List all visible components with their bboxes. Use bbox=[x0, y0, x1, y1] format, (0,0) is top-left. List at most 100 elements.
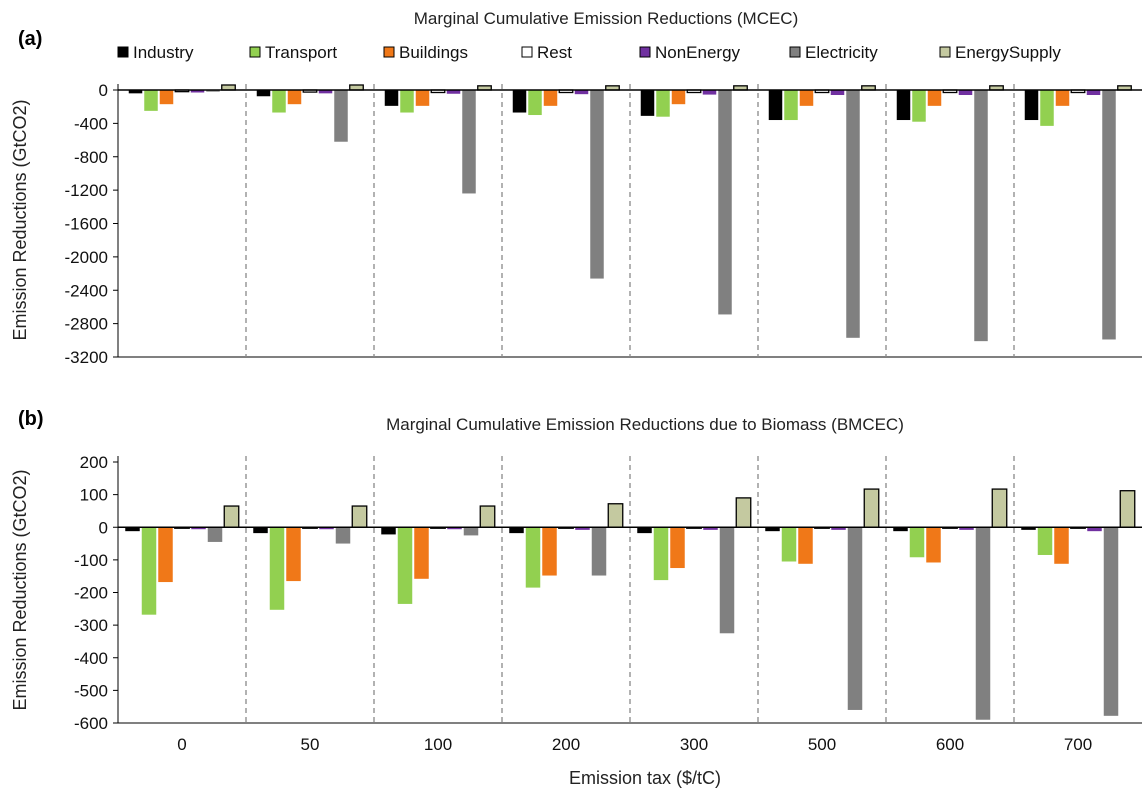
panel-b-bar-energysupply-200 bbox=[607, 503, 624, 528]
panel-a-bar-buildings-300 bbox=[671, 90, 686, 105]
panel-a-bar-buildings-0 bbox=[159, 90, 174, 105]
panel-a-bar-nonenergy-100 bbox=[446, 90, 461, 94]
panel-b-bar-nonenergy-600 bbox=[959, 527, 974, 530]
panel-a-y-tick-label: -400 bbox=[74, 114, 108, 133]
panel-b-bar-buildings-300 bbox=[670, 527, 685, 569]
panel-a-bar-electricity-700 bbox=[1102, 90, 1116, 340]
panel-b-bar-nonenergy-0 bbox=[191, 527, 206, 530]
panel-a-bar-nonenergy-50 bbox=[318, 90, 333, 94]
legend-swatch-energysupply bbox=[939, 46, 951, 58]
panel-b-bar-transport-500 bbox=[781, 527, 797, 562]
panel-a-y-tick-label: -2800 bbox=[65, 315, 108, 334]
panel-b-bar-electricity-600 bbox=[975, 527, 991, 720]
panel-b-bar-transport-700 bbox=[1037, 527, 1053, 555]
panel-a-bar-nonenergy-0 bbox=[190, 90, 205, 93]
panel-b-bar-buildings-500 bbox=[798, 527, 813, 564]
panel-b-bar-transport-200 bbox=[525, 527, 541, 588]
panel-a-bar-buildings-50 bbox=[287, 90, 302, 105]
legend: Industry Transport Buildings Rest NonEnergy E… bbox=[117, 43, 1061, 62]
panel-b-x-tick-label: 500 bbox=[808, 735, 836, 754]
panel-a-y-axis-title: Emission Reductions (GtCO2) bbox=[10, 99, 30, 340]
panel-a-bar-nonenergy-600 bbox=[958, 90, 973, 96]
legend-label-nonenergy: NonEnergy bbox=[655, 43, 741, 62]
panel-a-bar-buildings-200 bbox=[543, 90, 558, 106]
legend-swatch-transport bbox=[249, 46, 261, 58]
panel-a-bar-industry-100 bbox=[384, 90, 399, 106]
panel-b-y-tick-label: -300 bbox=[74, 616, 108, 635]
panel-b-title: Marginal Cumulative Emission Reductions … bbox=[386, 415, 904, 434]
panel-a-bar-transport-600 bbox=[912, 90, 926, 122]
panel-a-y-tick-label: -2400 bbox=[65, 281, 108, 300]
panel-b-bar-buildings-700 bbox=[1054, 527, 1069, 564]
panel-b-bar-industry-50 bbox=[253, 527, 268, 534]
panel-b-bar-transport-100 bbox=[397, 527, 413, 604]
panel-b-plot: 200 100 0 -100 -200 -300 -400 -500 -600 0 50 100 200… bbox=[74, 453, 1142, 754]
panel-b-bar-energysupply-600 bbox=[991, 488, 1008, 528]
panel-b-bar-nonenergy-300 bbox=[703, 527, 718, 530]
panel-a-bar-electricity-600 bbox=[974, 90, 988, 342]
panel-a-bar-buildings-100 bbox=[415, 90, 430, 106]
panel-b-bar-energysupply-700 bbox=[1119, 490, 1136, 528]
panel-a-bar-buildings-600 bbox=[927, 90, 942, 106]
panel-a-bar-electricity-0 bbox=[206, 90, 220, 92]
panel-a-bar-transport-200 bbox=[528, 90, 542, 116]
panel-a-bar-electricity-50 bbox=[334, 90, 348, 142]
panel-b-bar-transport-600 bbox=[909, 527, 925, 558]
panel-a-bar-nonenergy-300 bbox=[702, 90, 717, 95]
legend-swatch-nonenergy bbox=[639, 46, 651, 58]
panel-b-bar-electricity-200 bbox=[591, 527, 607, 576]
x-axis-title: Emission tax ($/tC) bbox=[569, 768, 721, 788]
panel-a-y-tick-label: -800 bbox=[74, 148, 108, 167]
panel-a-bar-nonenergy-500 bbox=[830, 90, 845, 96]
panel-b-y-tick-label: 200 bbox=[80, 453, 108, 472]
legend-swatch-buildings bbox=[383, 46, 395, 58]
panel-b-bar-buildings-200 bbox=[542, 527, 557, 576]
panel-b-y-tick-label: 0 bbox=[99, 518, 108, 537]
panel-b-bar-nonenergy-100 bbox=[447, 527, 462, 530]
panel-a-bar-transport-300 bbox=[656, 90, 670, 117]
panel-b-x-tick-label: 100 bbox=[424, 735, 452, 754]
panel-b-bar-nonenergy-50 bbox=[319, 527, 334, 530]
panel-a-title: Marginal Cumulative Emission Reductions … bbox=[414, 9, 799, 28]
panel-b-bar-energysupply-50 bbox=[351, 505, 368, 528]
panel-b-bar-electricity-700 bbox=[1103, 527, 1119, 716]
panel-a-bar-transport-500 bbox=[784, 90, 798, 121]
panel-b-bar-industry-0 bbox=[125, 527, 140, 532]
panel-b-bar-industry-100 bbox=[381, 527, 396, 535]
panel-b-bar-industry-500 bbox=[765, 527, 780, 532]
panel-a-y-tick-label: -3200 bbox=[65, 348, 108, 367]
panel-b-bar-energysupply-300 bbox=[735, 497, 752, 528]
panel-a-bar-transport-50 bbox=[272, 90, 286, 113]
panel-a-bar-industry-700 bbox=[1024, 90, 1039, 121]
panel-b-x-tick-label: 50 bbox=[301, 735, 320, 754]
panel-a-bar-buildings-700 bbox=[1055, 90, 1070, 106]
panel-b-x-tick-label: 700 bbox=[1064, 735, 1092, 754]
panel-b-bar-energysupply-0 bbox=[223, 505, 240, 528]
panel-a-bar-industry-50 bbox=[256, 90, 271, 97]
panel-b-y-tick-label: -400 bbox=[74, 649, 108, 668]
panel-a-bar-electricity-500 bbox=[846, 90, 860, 338]
panel-a-y-tick-label: 0 bbox=[99, 81, 108, 100]
legend-label-energysupply: EnergySupply bbox=[955, 43, 1061, 62]
panel-a-bar-industry-200 bbox=[512, 90, 527, 113]
panel-b-bar-buildings-600 bbox=[926, 527, 941, 563]
panel-a-y-tick-label: -2000 bbox=[65, 248, 108, 267]
panel-b-bar-industry-700 bbox=[1021, 527, 1036, 530]
legend-label-industry: Industry bbox=[133, 43, 194, 62]
panel-a-bar-industry-300 bbox=[640, 90, 655, 116]
legend-label-transport: Transport bbox=[265, 43, 337, 62]
panel-a-plot: 0 -400 -800 -1200 -1600 -2000 -2400 -2800 -3200 bbox=[65, 81, 1142, 367]
panel-a-bar-electricity-100 bbox=[462, 90, 476, 194]
panel-b-bar-nonenergy-200 bbox=[575, 527, 590, 530]
panel-b-bar-electricity-50 bbox=[335, 527, 351, 544]
legend-label-buildings: Buildings bbox=[399, 43, 468, 62]
panel-b-y-axis-title: Emission Reductions (GtCO2) bbox=[10, 469, 30, 710]
panel-b-x-tick-label: 300 bbox=[680, 735, 708, 754]
panel-b-bar-industry-600 bbox=[893, 527, 908, 532]
panel-a-bar-industry-0 bbox=[128, 90, 143, 94]
panel-b-bar-buildings-0 bbox=[158, 527, 173, 583]
legend-swatch-industry bbox=[117, 46, 129, 58]
panel-a-bar-transport-0 bbox=[144, 90, 158, 111]
panel-b-x-tick-label: 0 bbox=[177, 735, 186, 754]
